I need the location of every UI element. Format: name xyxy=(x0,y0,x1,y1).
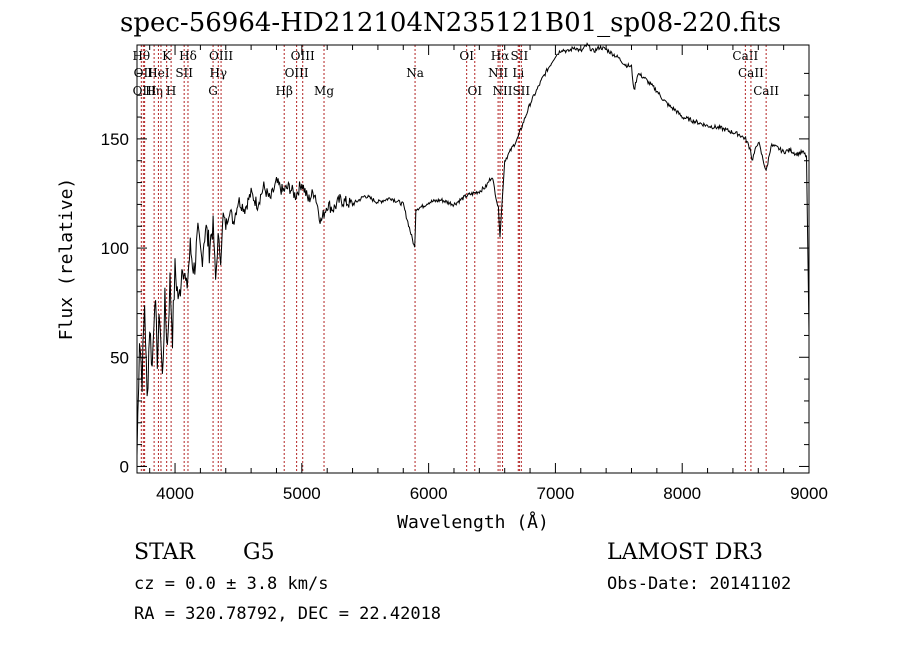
y-tick-label: 0 xyxy=(120,457,129,476)
spectral-line-label: SII xyxy=(512,84,530,98)
spectral-line-label: OIII xyxy=(133,84,157,98)
spectral-line-label: K xyxy=(162,49,172,63)
spectral-line-label: HeI xyxy=(147,66,170,80)
spectral-line-label: SII xyxy=(175,66,193,80)
spectral-line-label: CaII xyxy=(753,84,779,98)
observation-date: Obs-Date: 20141102 xyxy=(607,574,792,594)
spectral-line-label: Hη xyxy=(145,84,163,98)
y-axis-label: Flux (relative) xyxy=(56,178,77,341)
spectral-line-label: G xyxy=(208,84,218,98)
x-tick-label: 5000 xyxy=(283,484,321,503)
coordinates-readout: RA = 320.78792, DEC = 22.42018 xyxy=(134,604,442,624)
spectral-line-label: Mg xyxy=(314,84,334,98)
x-tick-label: 4000 xyxy=(156,484,194,503)
spectral-line-label: OIII xyxy=(209,49,233,63)
spectral-line-label: Hδ xyxy=(179,49,197,63)
spectral-line-label: Hβ xyxy=(276,84,293,98)
spectral-line-label: NII xyxy=(488,66,508,80)
y-tick-label: 50 xyxy=(110,348,129,367)
plot-frame xyxy=(136,44,810,474)
spectral-line-label: SII xyxy=(511,49,529,63)
spectral-line-label: Hθ xyxy=(132,49,150,63)
spectral-line-label: NII xyxy=(493,84,513,98)
spectral-line-label: Li xyxy=(512,66,524,80)
spectral-line-label: H xyxy=(166,84,176,98)
spectrum-trace xyxy=(136,42,810,456)
spectral-line-label: OIII xyxy=(285,66,309,80)
spectral-line-label: CaII xyxy=(738,66,764,80)
spectral-line-label: Na xyxy=(406,66,424,80)
spectral-line-label: Hα xyxy=(491,49,510,63)
redshift-readout: cz = 0.0 ± 3.8 km/s xyxy=(134,574,329,594)
x-tick-label: 6000 xyxy=(410,484,448,503)
y-tick-label: 150 xyxy=(101,130,129,149)
spectral-line-label: OII xyxy=(134,66,154,80)
x-tick-label: 9000 xyxy=(790,484,828,503)
spectral-line-label: Hγ xyxy=(209,66,227,80)
spectral-line-label: OI xyxy=(459,49,474,63)
object-class: STAR xyxy=(134,540,195,565)
survey-name: LAMOST DR3 xyxy=(607,540,763,565)
chart-title: spec-56964-HD212104N235121B01_sp08-220.f… xyxy=(120,8,782,38)
y-tick-label: 100 xyxy=(101,239,129,258)
x-axis-label: Wavelength (Å) xyxy=(397,511,549,533)
spectral-line-label: OIII xyxy=(291,49,315,63)
x-tick-label: 8000 xyxy=(663,484,701,503)
spectral-line-label: OI xyxy=(467,84,482,98)
object-subclass: G5 xyxy=(243,540,275,565)
x-tick-label: 7000 xyxy=(537,484,575,503)
spectral-line-label: CaII xyxy=(732,49,758,63)
